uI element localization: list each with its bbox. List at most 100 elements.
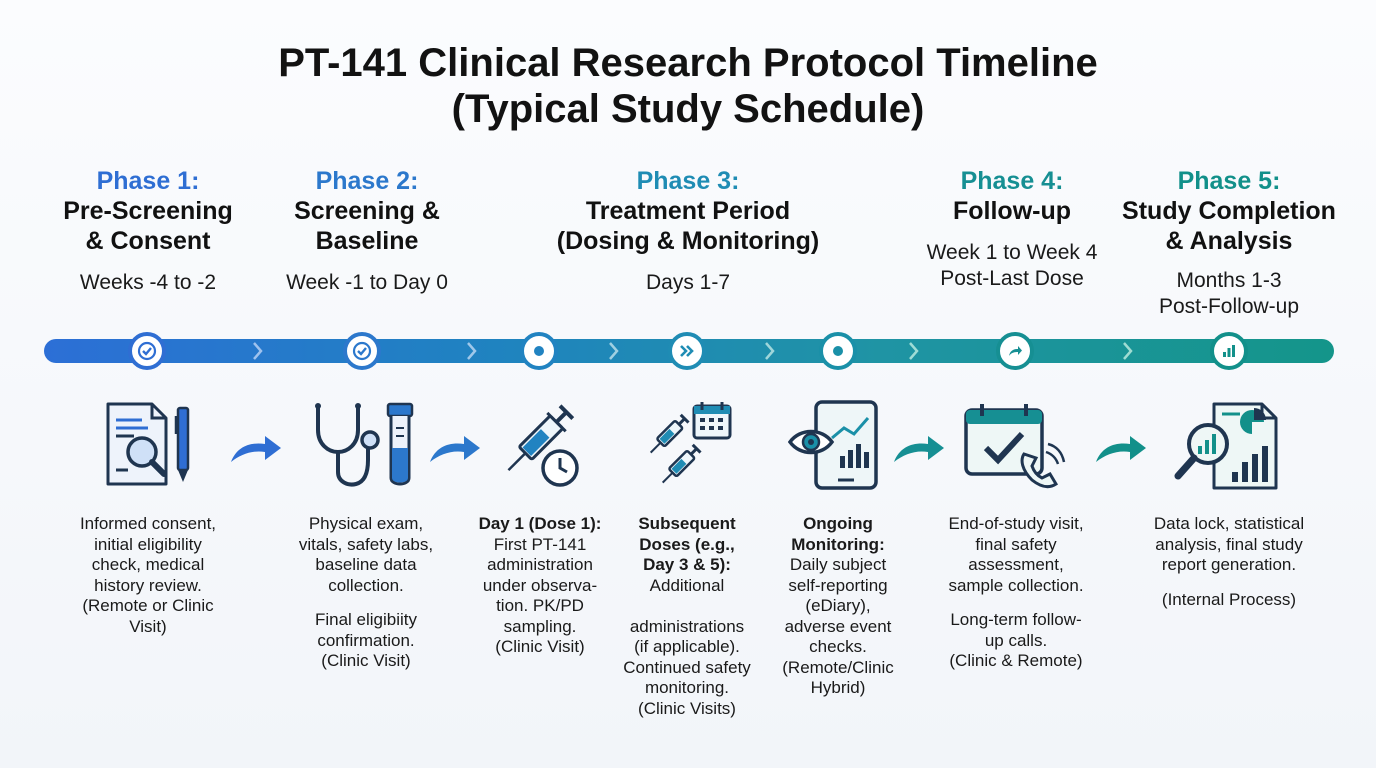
- description-line: (Internal Process): [1161, 589, 1297, 609]
- ongoing-monitoring-node: [819, 332, 857, 370]
- phase-name: Pre-Screening & Consent: [42, 196, 254, 256]
- description-line: First PT-141: [493, 534, 587, 554]
- description-line: Final eligibiity: [314, 610, 418, 629]
- phase-timeframe: Week 1 to Week 4 Post-Last Dose: [906, 240, 1118, 292]
- description-line: history review.: [94, 575, 202, 595]
- phase-name: Treatment Period (Dosing & Monitoring): [538, 196, 838, 256]
- phase-name-line: Study Completion: [1122, 197, 1336, 225]
- description-line: sample collection.: [948, 575, 1084, 595]
- description-line: administration: [487, 555, 593, 574]
- calendar-check-phone-icon: [964, 404, 1066, 489]
- phase-name-line: Follow-up: [952, 197, 1072, 225]
- phase-timeframe: Months 1-3 Post-Follow-up: [1112, 268, 1346, 320]
- chevron-right-icon: [1123, 342, 1133, 360]
- stethoscope-test-tube-icon: [315, 402, 414, 487]
- phase-4-header: Phase 4: Follow-up Week 1 to Week 4 Post…: [906, 166, 1118, 292]
- description-line: [610, 596, 764, 617]
- description-line: baseline data: [315, 555, 417, 574]
- description-line: under observa-: [482, 575, 598, 595]
- description-line: report generation.: [1161, 555, 1297, 574]
- description-line: monitoring.: [644, 678, 730, 697]
- description-line: (Clinic Visit): [321, 651, 411, 670]
- description-line: check, medical: [91, 555, 205, 574]
- phase-time-line: Weeks -4 to -2: [79, 271, 217, 294]
- description-line: assessment,: [968, 555, 1064, 574]
- phase-number: Phase 1:: [96, 167, 200, 195]
- description-line: Physical exam,: [308, 514, 424, 533]
- description-line: (Remote/Clinic: [782, 657, 894, 677]
- description-line: Visit): [129, 616, 167, 636]
- phase-time-line: Week 1 to Week 4: [926, 241, 1098, 264]
- description-line: administrations: [629, 616, 745, 636]
- description-line: sampling.: [503, 616, 577, 636]
- phase-name: Screening & Baseline: [257, 196, 477, 256]
- description-line: confirmation.: [317, 630, 415, 650]
- curved-arrow-icon: [1096, 436, 1146, 462]
- phase-timeframe: Week -1 to Day 0: [257, 270, 477, 296]
- phase-number: Phase 3:: [636, 167, 740, 195]
- phase-5-node: [1210, 332, 1248, 370]
- description-line: vitals, safety labs,: [298, 534, 434, 554]
- description-line: End-of-study visit,: [948, 514, 1084, 533]
- chevron-right-icon: [765, 342, 775, 360]
- phase-4-node: [996, 332, 1034, 370]
- page-title: PT-141 Clinical Research Protocol Timeli…: [0, 40, 1376, 132]
- phase-time-line: Months 1-3: [1176, 269, 1282, 292]
- phase-time-line: Week -1 to Day 0: [286, 271, 448, 294]
- chevron-right-icon: [609, 342, 619, 360]
- description-line: collection.: [328, 575, 404, 595]
- description-line: adverse event: [784, 616, 892, 636]
- description-line: Informed consent,: [79, 514, 217, 533]
- phase-2-node: [343, 332, 381, 370]
- phase-time-line: Post-Last Dose: [940, 267, 1084, 290]
- description-line: (Remote or Clinic: [82, 596, 214, 615]
- share-arrow-icon: [1009, 346, 1022, 356]
- description-line: Hybrid): [810, 678, 866, 697]
- phase-2-description: Physical exam, vitals, safety labs, base…: [266, 514, 466, 672]
- day-1-node: [520, 332, 558, 370]
- step-heading: Monitoring:: [791, 534, 885, 554]
- step-heading: Day 3 & 5):: [643, 555, 731, 574]
- bar-chart-icon: [1223, 345, 1235, 357]
- step-heading: Subsequent: [638, 514, 736, 533]
- phase-number: Phase 2:: [315, 167, 419, 195]
- phase-5-description: Data lock, statistical analysis, final s…: [1124, 514, 1334, 610]
- phase-time-line: Post-Follow-up: [1158, 295, 1300, 318]
- phase-timeframe: Days 1-7: [538, 270, 838, 296]
- syringe-clock-icon: [507, 404, 579, 487]
- dot-icon: [534, 346, 544, 356]
- curved-arrow-icon: [894, 436, 944, 462]
- phase-number: Phase 4:: [960, 167, 1064, 195]
- report-magnifier-chart-icon: [1174, 402, 1278, 490]
- curved-arrow-icon: [231, 436, 281, 462]
- chevron-right-icon: [909, 342, 919, 360]
- dot-icon: [833, 346, 843, 356]
- tablet-eye-chart-icon: [788, 400, 878, 490]
- phase-name-line: Pre-Screening: [63, 197, 233, 225]
- chevron-right-icon: [253, 342, 263, 360]
- phase-name-line: & Analysis: [1165, 227, 1293, 255]
- step-heading: Day 1 (Dose 1):: [478, 514, 602, 533]
- phase-name-line: Baseline: [315, 227, 419, 255]
- day-1-description: Day 1 (Dose 1): First PT-141 administrat…: [466, 514, 614, 658]
- phase-name-line: (Dosing & Monitoring): [556, 227, 820, 255]
- phase-5-header: Phase 5: Study Completion & Analysis Mon…: [1112, 166, 1346, 320]
- title-line-2: (Typical Study Schedule): [451, 87, 925, 131]
- description-line: Daily subject: [789, 555, 887, 574]
- step-heading: Doses (e.g.,: [639, 534, 735, 554]
- phase-3-header: Phase 3: Treatment Period (Dosing & Moni…: [538, 166, 838, 296]
- description-line: analysis, final study: [1155, 534, 1303, 554]
- description-line: (if applicable).: [634, 637, 740, 656]
- description-line: Long-term follow-: [950, 610, 1082, 629]
- title-line-1: PT-141 Clinical Research Protocol Timeli…: [278, 41, 1098, 85]
- phase-4-description: End-of-study visit, final safety assessm…: [918, 514, 1114, 672]
- check-icon: [352, 341, 372, 361]
- phase-name-line: Treatment Period: [585, 197, 791, 225]
- fast-forward-icon: [680, 345, 694, 357]
- phase-2-header: Phase 2: Screening & Baseline Week -1 to…: [257, 166, 477, 296]
- subsequent-doses-node: [668, 332, 706, 370]
- description-line: self-reporting: [788, 575, 888, 595]
- description-line: initial eligibility: [94, 534, 202, 554]
- phase-time-line: Days 1-7: [645, 271, 731, 294]
- phase-name: Follow-up: [906, 196, 1118, 226]
